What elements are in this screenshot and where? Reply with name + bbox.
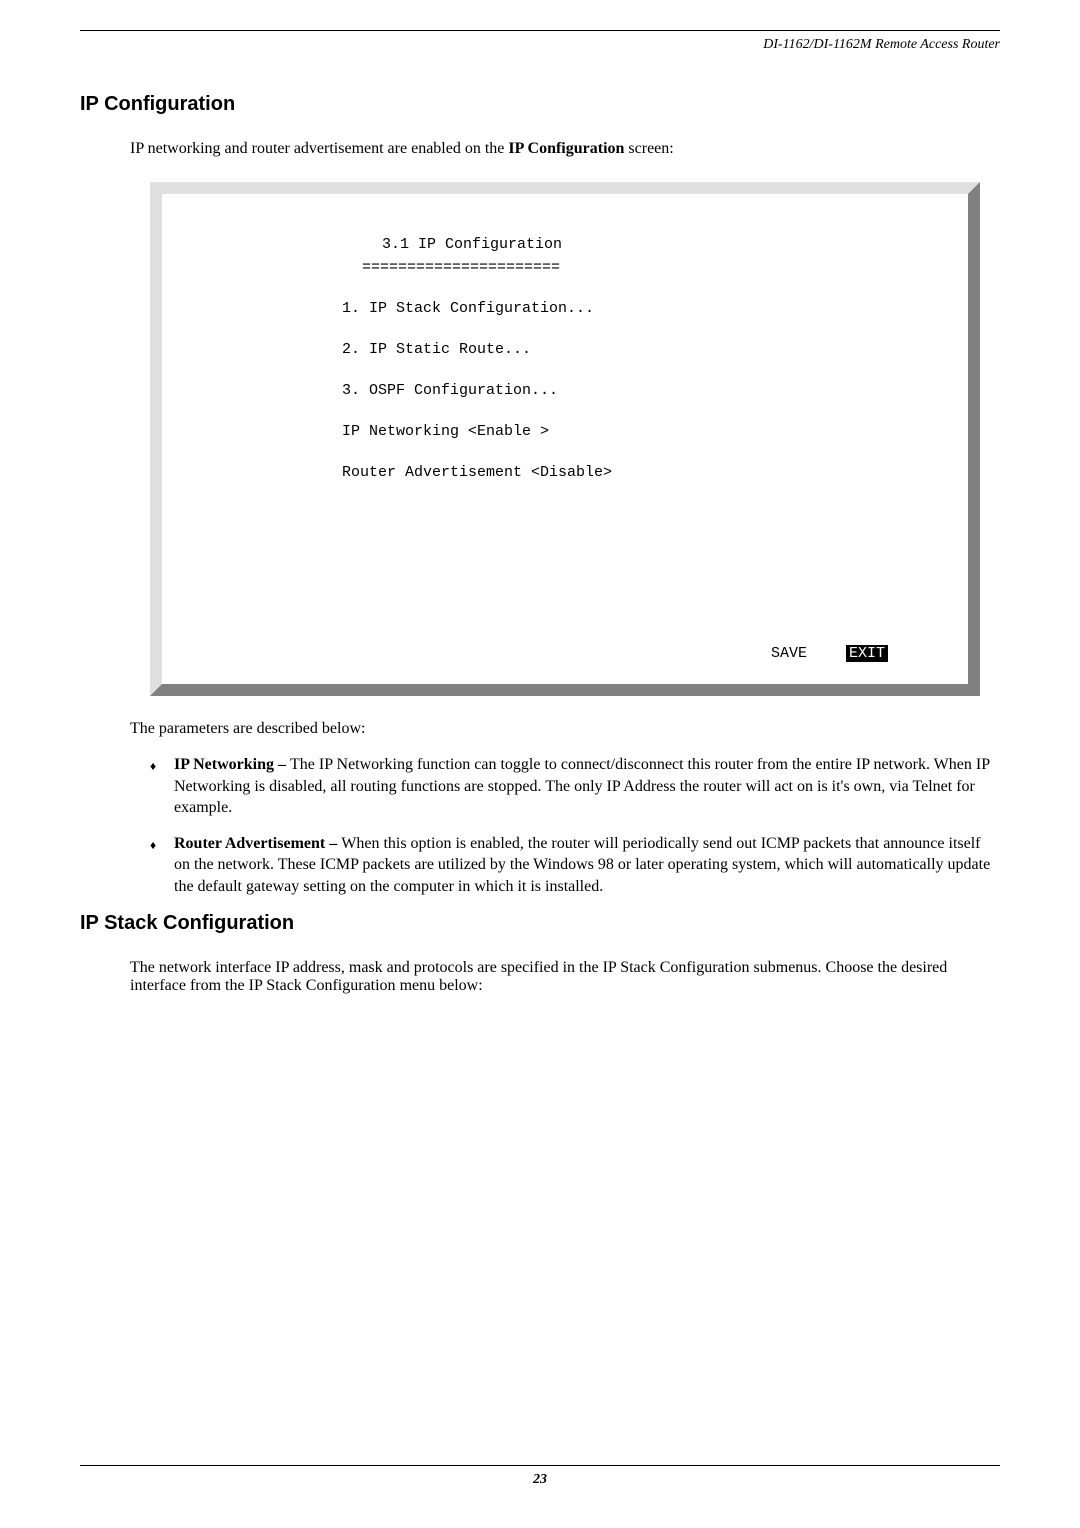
- terminal-title: 3.1 IP Configuration: [382, 234, 918, 255]
- terminal-menu-item-2: 2. IP Static Route...: [342, 339, 918, 360]
- terminal-ip-networking-field: IP Networking <Enable >: [342, 421, 918, 442]
- terminal-underline: ======================: [362, 257, 918, 278]
- terminal-menu-item-1: 1. IP Stack Configuration...: [342, 298, 918, 319]
- header-doc-title: DI-1162/DI-1162M Remote Access Router: [80, 37, 1000, 53]
- terminal-screenshot: 3.1 IP Configuration ===================…: [150, 182, 980, 696]
- terminal-menu-item-3: 3. OSPF Configuration...: [342, 380, 918, 401]
- save-button: SAVE: [771, 645, 807, 662]
- section-heading-ip-stack: IP Stack Configuration: [80, 912, 1000, 935]
- list-item: Router Advertisement – When this option …: [150, 833, 1000, 898]
- terminal-button-row: SAVE EXIT: [342, 643, 918, 664]
- bullet-bold: IP Networking –: [174, 756, 290, 773]
- intro-paragraph: IP networking and router advertisement a…: [130, 140, 1000, 158]
- bullet-bold: Router Advertisement –: [174, 835, 341, 852]
- para-suffix: menu below:: [396, 977, 483, 994]
- page-number: 23: [533, 1472, 547, 1487]
- ip-stack-paragraph: The network interface IP address, mask a…: [130, 959, 1000, 995]
- list-item: IP Networking – The IP Networking functi…: [150, 754, 1000, 819]
- page-footer: 23: [80, 1465, 1000, 1488]
- intro-prefix: IP networking and router advertisement a…: [130, 140, 508, 157]
- params-description: The parameters are described below:: [130, 720, 1000, 738]
- bullet-text: The IP Networking function can toggle to…: [174, 756, 990, 816]
- terminal-router-advertisement-field: Router Advertisement <Disable>: [342, 462, 918, 483]
- intro-bold: IP Configuration: [508, 140, 624, 157]
- para-bold: IP Stack Configuration: [249, 977, 396, 994]
- terminal-spacer: [342, 503, 918, 643]
- bullet-list: IP Networking – The IP Networking functi…: [150, 754, 1000, 898]
- header-divider: [80, 30, 1000, 31]
- intro-suffix: screen:: [624, 140, 673, 157]
- section-heading-ip-config: IP Configuration: [80, 93, 1000, 116]
- exit-button: EXIT: [846, 645, 888, 662]
